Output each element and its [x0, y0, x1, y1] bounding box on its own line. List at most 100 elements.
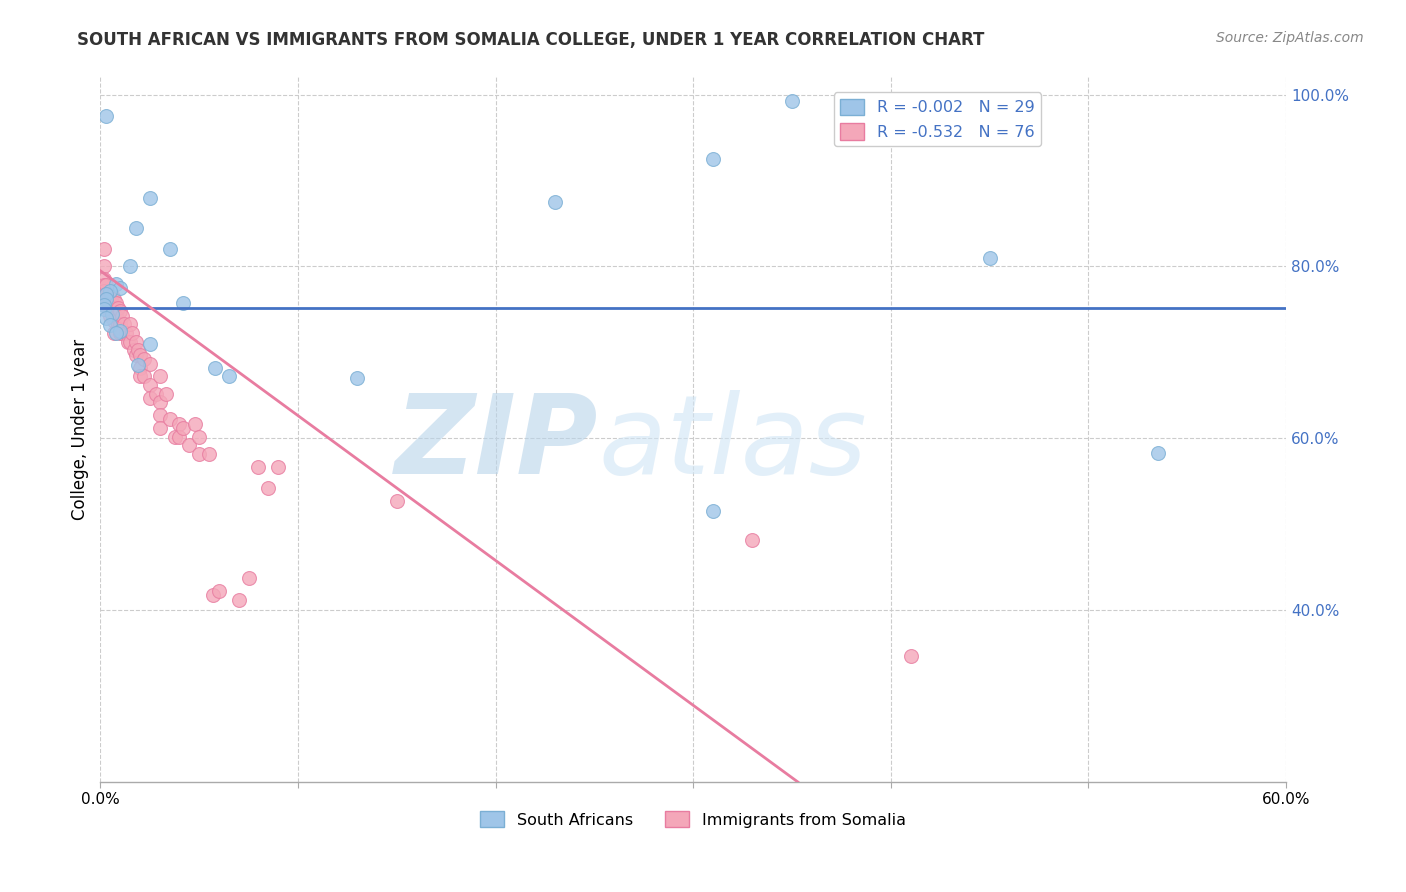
Point: [98, 304, 121, 318]
Point: [96, 292, 118, 306]
Point: [702, 152, 724, 166]
Point: [218, 369, 240, 384]
Point: [165, 429, 187, 443]
Point: [125, 348, 148, 362]
Point: [108, 304, 131, 318]
Point: [103, 292, 125, 306]
Y-axis label: College, Under 1 year: College, Under 1 year: [72, 339, 89, 520]
Point: [741, 533, 763, 547]
Point: [111, 310, 134, 324]
Point: [101, 295, 124, 310]
Point: [98, 296, 121, 310]
Point: [346, 371, 368, 385]
Point: [101, 307, 124, 321]
Point: [101, 288, 124, 302]
Point: [98, 284, 121, 298]
Point: [228, 592, 250, 607]
Point: [188, 429, 211, 443]
Point: [93, 272, 115, 286]
Point: [117, 334, 139, 349]
Point: [108, 281, 131, 295]
Point: [159, 242, 181, 256]
Point: [108, 324, 131, 338]
Point: [93, 302, 115, 317]
Point: [93, 260, 115, 274]
Point: [122, 343, 145, 357]
Point: [184, 417, 207, 431]
Point: [93, 284, 115, 298]
Point: [900, 648, 922, 663]
Point: [155, 386, 177, 401]
Point: [105, 326, 128, 341]
Point: [149, 369, 172, 384]
Point: [169, 429, 191, 443]
Point: [139, 391, 162, 405]
Point: [128, 348, 150, 362]
Point: [139, 357, 162, 371]
Text: atlas: atlas: [599, 391, 868, 498]
Point: [96, 292, 118, 306]
Point: [149, 408, 172, 422]
Point: [98, 292, 121, 306]
Point: [149, 421, 172, 435]
Point: [98, 310, 121, 324]
Point: [128, 369, 150, 384]
Point: [188, 447, 211, 461]
Point: [127, 359, 149, 373]
Point: [172, 421, 194, 435]
Point: [105, 295, 128, 310]
Legend: South Africans, Immigrants from Somalia: South Africans, Immigrants from Somalia: [474, 805, 912, 834]
Text: ZIP: ZIP: [395, 391, 599, 498]
Point: [179, 438, 201, 452]
Point: [108, 326, 131, 341]
Point: [125, 334, 148, 349]
Point: [145, 386, 167, 401]
Point: [105, 310, 128, 324]
Point: [115, 326, 138, 341]
Point: [121, 326, 143, 341]
Point: [247, 459, 270, 474]
Point: [201, 588, 224, 602]
Point: [107, 317, 129, 331]
Point: [702, 504, 724, 518]
Point: [128, 360, 150, 375]
Point: [107, 301, 129, 315]
Point: [169, 417, 191, 431]
Point: [132, 369, 155, 384]
Point: [139, 378, 162, 392]
Point: [159, 412, 181, 426]
Point: [111, 326, 134, 341]
Point: [1146, 446, 1168, 460]
Text: Source: ZipAtlas.com: Source: ZipAtlas.com: [1216, 31, 1364, 45]
Point: [108, 317, 131, 331]
Point: [96, 287, 118, 301]
Point: [780, 95, 803, 109]
Point: [96, 287, 118, 301]
Point: [105, 277, 128, 291]
Point: [257, 481, 280, 495]
Point: [118, 334, 141, 349]
Point: [132, 352, 155, 367]
Point: [93, 242, 115, 256]
Point: [127, 343, 149, 357]
Point: [101, 304, 124, 318]
Point: [97, 296, 120, 310]
Point: [96, 311, 118, 326]
Point: [97, 301, 120, 316]
Point: [385, 494, 408, 508]
Point: [139, 191, 162, 205]
Point: [208, 584, 231, 599]
Point: [238, 571, 260, 585]
Point: [103, 301, 125, 315]
Point: [98, 318, 121, 332]
Point: [172, 296, 194, 310]
Point: [979, 251, 1001, 265]
Point: [267, 459, 290, 474]
Point: [103, 313, 125, 327]
Point: [149, 395, 172, 409]
Point: [96, 278, 118, 293]
Text: SOUTH AFRICAN VS IMMIGRANTS FROM SOMALIA COLLEGE, UNDER 1 YEAR CORRELATION CHART: SOUTH AFRICAN VS IMMIGRANTS FROM SOMALIA…: [77, 31, 984, 49]
Point: [204, 360, 226, 375]
Point: [97, 292, 120, 306]
Point: [544, 194, 567, 209]
